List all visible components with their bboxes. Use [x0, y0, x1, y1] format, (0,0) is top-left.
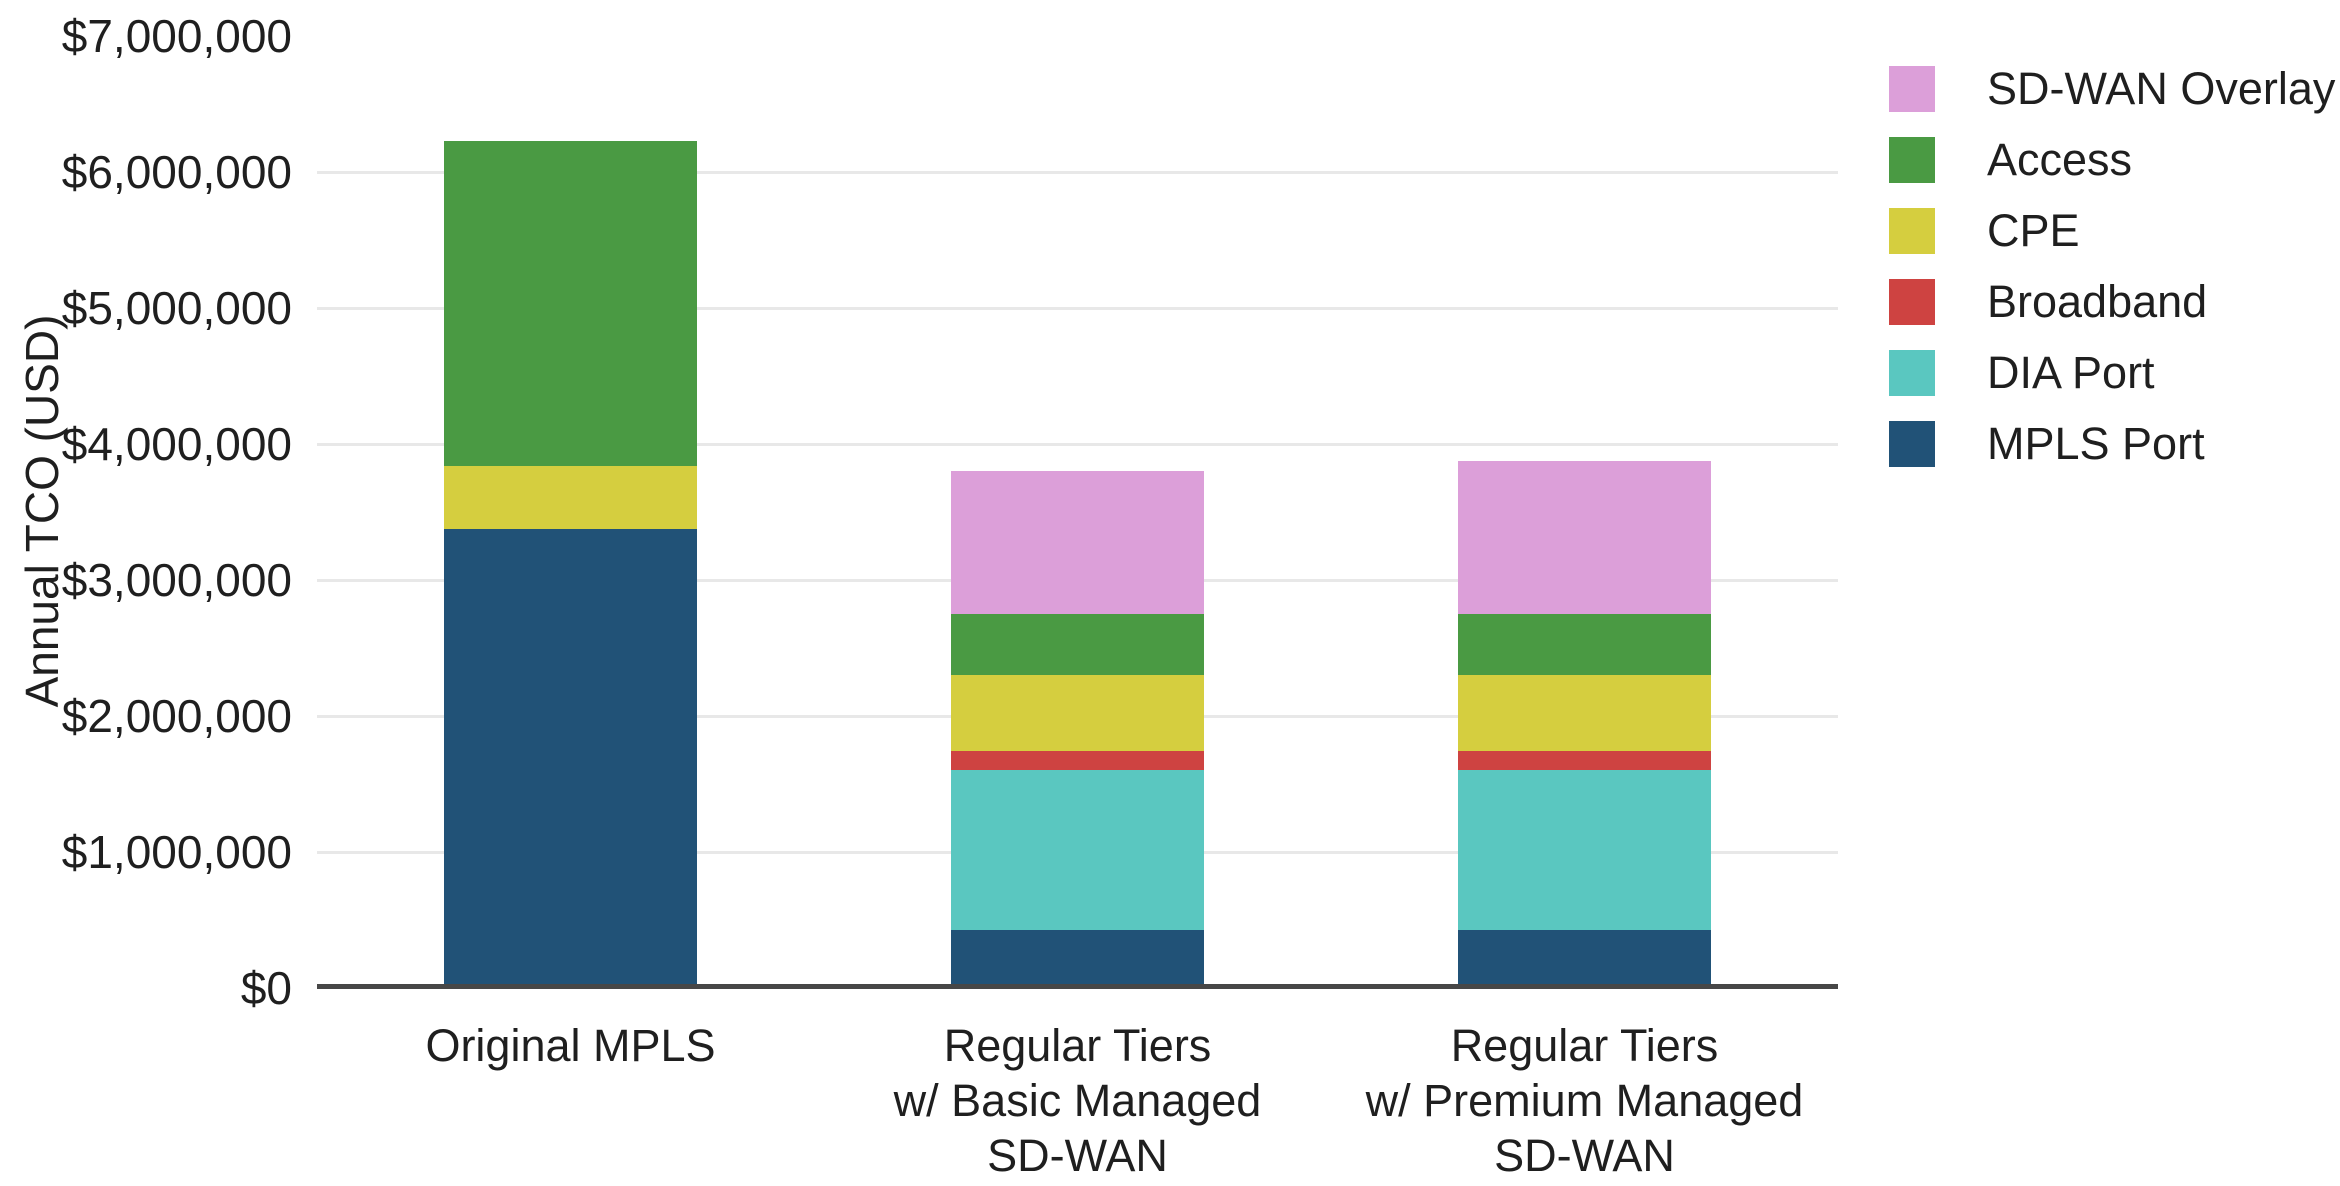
x-tick-label-1: Original MPLS — [425, 1020, 716, 1071]
bar-segment-access-original-mpls-1 — [444, 140, 697, 466]
gridline-6000000 — [317, 170, 1838, 174]
legend-swatch-dia-port — [1889, 350, 1935, 396]
bar-segment-mpls-port-regular-tiers-3 — [1458, 929, 1711, 988]
y-tick-label-4: $4,000,000 — [61, 418, 292, 470]
bar-segment-broadband-regular-tiers-2 — [951, 750, 1204, 770]
bar-segment-mpls-port-regular-tiers-2 — [951, 929, 1204, 988]
legend-label-mpls-port: MPLS Port — [1987, 418, 2205, 469]
gridline-4000000 — [317, 442, 1838, 446]
y-tick-label-1: $1,000,000 — [61, 826, 292, 878]
gridline-5000000 — [317, 306, 1838, 310]
bar-segment-sd-wan-overlay-regular-tiers-2 — [951, 470, 1204, 614]
bar-segment-cpe-regular-tiers-2 — [951, 674, 1204, 751]
legend-label-dia-port: DIA Port — [1987, 347, 2155, 398]
legend-item-mpls-port: MPLS Port — [1889, 418, 2335, 469]
legend-swatch-cpe — [1889, 208, 1935, 254]
y-tick-label-6: $6,000,000 — [61, 146, 292, 198]
legend-swatch-mpls-port — [1889, 421, 1935, 467]
legend-label-broadband: Broadband — [1987, 276, 2208, 327]
bar-segment-sd-wan-overlay-regular-tiers-3 — [1458, 461, 1711, 614]
x-axis-line — [317, 984, 1838, 989]
y-tick-label-5: $5,000,000 — [61, 282, 292, 334]
bar-segment-dia-port-regular-tiers-3 — [1458, 769, 1711, 930]
legend-label-sd-wan-overlay: SD-WAN Overlay — [1987, 63, 2336, 114]
legend-swatch-access — [1889, 137, 1935, 183]
y-tick-label-3: $3,000,000 — [61, 554, 292, 606]
y-axis-title: Annual TCO (USD) — [16, 314, 68, 708]
legend-label-access: Access — [1987, 134, 2133, 185]
y-tick-label-0: $0 — [240, 962, 292, 1014]
legend-swatch-sd-wan-overlay — [1889, 66, 1935, 112]
y-tick-label-2: $2,000,000 — [61, 690, 292, 742]
y-tick-label-7: $7,000,000 — [61, 10, 292, 62]
x-tick-label-3: Regular Tiers w/ Premium Managed SD-WAN — [1365, 1020, 1804, 1181]
bar-segment-access-regular-tiers-2 — [951, 614, 1204, 675]
bar-segment-mpls-port-original-mpls-1 — [444, 529, 697, 988]
bar-segment-broadband-regular-tiers-3 — [1458, 750, 1711, 770]
bar-segment-cpe-original-mpls-1 — [444, 465, 697, 529]
legend-item-dia-port: DIA Port — [1889, 347, 2335, 398]
legend-item-sd-wan-overlay: SD-WAN Overlay — [1889, 63, 2336, 114]
legend-item-access: Access — [1889, 134, 2335, 185]
legend-label-cpe: CPE — [1987, 205, 2080, 256]
legend-item-broadband: Broadband — [1889, 276, 2335, 327]
bar-segment-cpe-regular-tiers-3 — [1458, 674, 1711, 751]
x-tick-label-2: Regular Tiers w/ Basic Managed SD-WAN — [893, 1020, 1262, 1181]
legend: SD-WAN Overlay Access CPE Broadband DIA Port… — [1889, 63, 2336, 492]
bar-segment-dia-port-regular-tiers-2 — [951, 769, 1204, 930]
legend-item-cpe: CPE — [1889, 205, 2335, 256]
legend-swatch-broadband — [1889, 279, 1935, 325]
bar-segment-access-regular-tiers-3 — [1458, 614, 1711, 675]
